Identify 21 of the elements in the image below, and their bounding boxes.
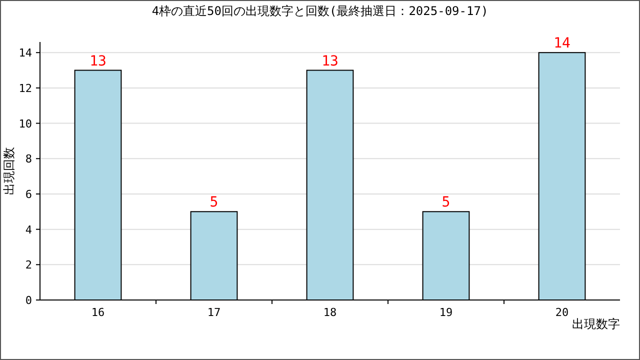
x-axis-title: 出現数字 (572, 317, 620, 331)
data-label: 5 (442, 194, 450, 211)
y-tick-label: 6 (25, 188, 32, 201)
y-tick-label: 0 (25, 294, 32, 307)
y-tick-label: 8 (25, 152, 32, 166)
data-label: 13 (90, 53, 106, 70)
x-tick-label: 20 (555, 306, 569, 319)
x-tick-label: 17 (207, 306, 221, 319)
y-tick-label: 4 (25, 223, 32, 236)
chart-title: 4枠の直近50回の出現数字と回数(最終抽選日：2025-09-17) (152, 4, 488, 18)
x-tick-label: 18 (323, 306, 337, 319)
y-tick-label: 14 (18, 46, 32, 60)
x-tick-label: 19 (439, 306, 453, 319)
y-axis-title: 出現回数 (2, 147, 16, 195)
y-tick-label: 12 (18, 82, 32, 95)
x-tick-label: 16 (91, 306, 105, 319)
y-tick-label: 10 (18, 117, 32, 130)
data-label: 5 (210, 194, 218, 211)
data-label: 14 (554, 36, 570, 52)
y-tick-label: 2 (25, 258, 32, 272)
data-label: 13 (322, 53, 338, 70)
